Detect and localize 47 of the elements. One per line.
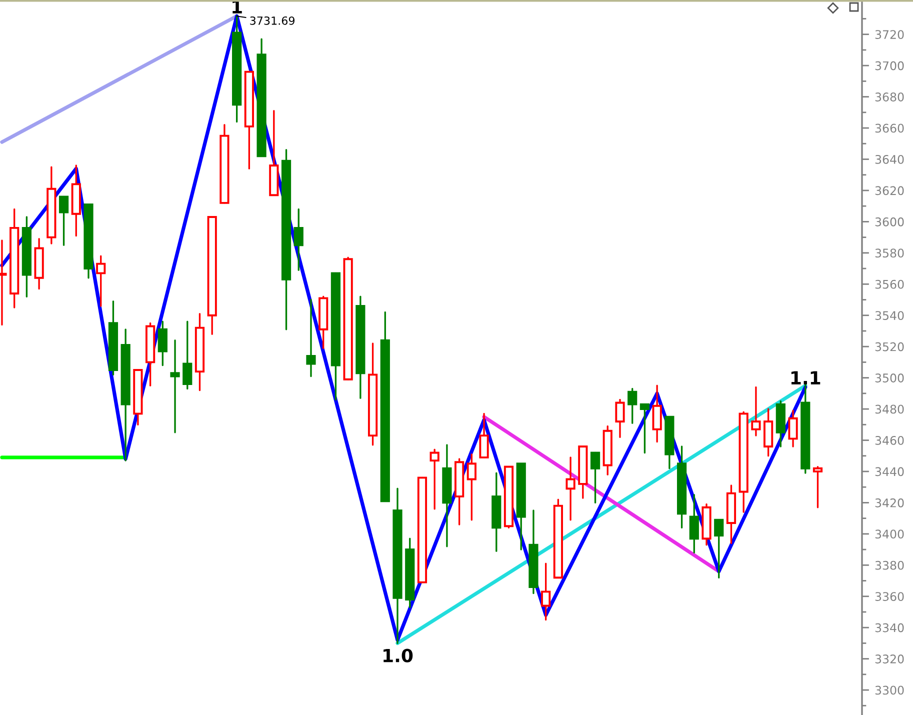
y-tick-label: 3580 — [875, 248, 904, 258]
candlestick — [566, 456, 576, 521]
candlestick — [58, 196, 69, 246]
y-tick-label: 3640 — [875, 154, 904, 164]
y-tick-label: 3540 — [875, 311, 904, 320]
y-tick-label: 3700 — [875, 61, 904, 70]
y-tick-label: 3440 — [875, 467, 904, 476]
candlestick — [590, 452, 600, 504]
candlestick — [812, 466, 823, 508]
y-tick-label: 3360 — [875, 592, 904, 602]
y-tick-label: 3380 — [875, 560, 904, 570]
y-tick-label: 3500 — [875, 374, 904, 382]
candlestick — [652, 384, 662, 443]
y-tick-label: 3460 — [875, 436, 904, 445]
text: 3731.69 — [250, 16, 294, 25]
y-tick-label: 3680 — [875, 92, 904, 102]
y-tick-label: 3600 — [875, 217, 904, 226]
candlestick — [430, 448, 440, 510]
annotation: 1.0 — [384, 648, 413, 662]
annotation: 1.1 — [791, 371, 820, 384]
y-tick-label: 3620 — [875, 186, 904, 196]
candlestick — [479, 412, 489, 458]
y-tick-label: 3400 — [875, 530, 904, 539]
candlestick — [615, 398, 625, 438]
candlestick — [96, 255, 106, 307]
candlestick — [689, 494, 699, 554]
y-tick-label: 3300 — [875, 686, 904, 695]
candlestick — [182, 320, 192, 390]
candlestick — [628, 388, 638, 424]
y-tick-label: 3520 — [875, 342, 904, 352]
y-tick-label: 3420 — [875, 498, 904, 508]
candlestick — [541, 562, 551, 621]
y-tick-label: 3340 — [875, 623, 904, 632]
y-tick-label: 3320 — [875, 654, 904, 664]
y-tick-label: 3720 — [875, 30, 904, 39]
candlestick — [294, 208, 304, 271]
candlestick — [788, 410, 798, 448]
candlestick — [466, 453, 476, 521]
y-tick-label: 3480 — [875, 404, 904, 414]
candlestick — [640, 403, 650, 454]
candlestick — [306, 298, 316, 378]
y-tick-label: 3560 — [875, 280, 904, 289]
y-tick-label: 3660 — [875, 124, 904, 133]
candlestick — [170, 339, 180, 434]
candlestick — [158, 320, 168, 366]
candlestick — [714, 518, 724, 578]
candlestick — [751, 386, 761, 436]
